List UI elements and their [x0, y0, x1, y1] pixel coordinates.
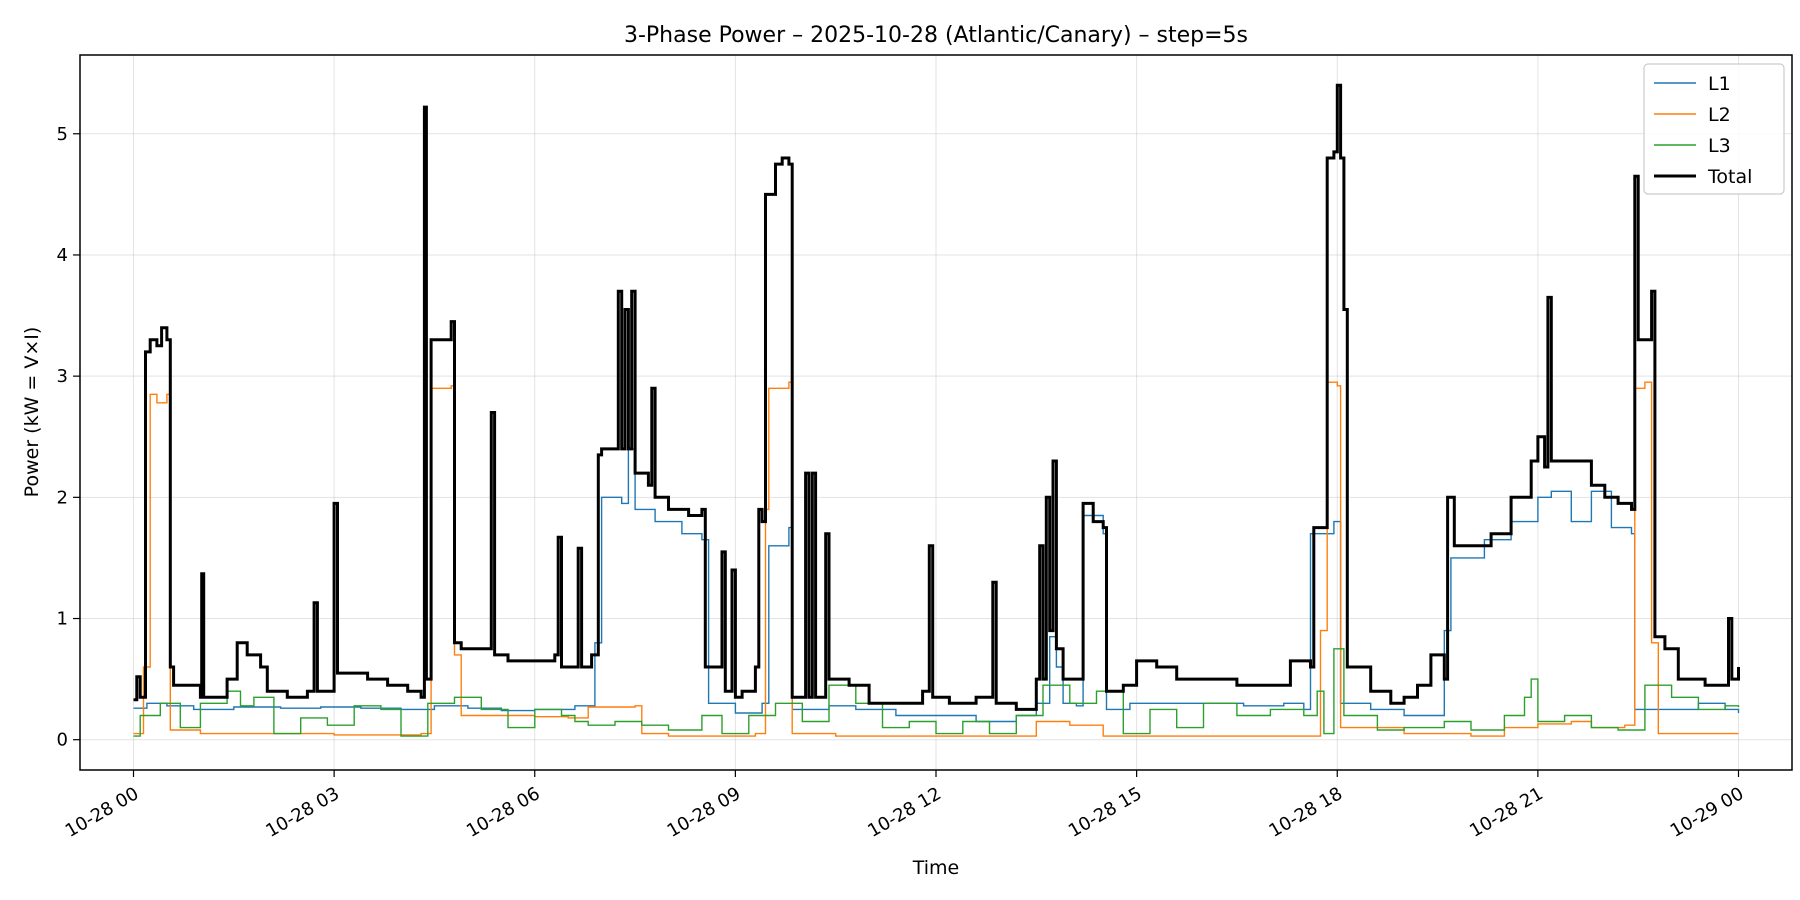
y-tick-label: 5	[57, 124, 68, 145]
legend-box	[1643, 63, 1785, 195]
chart-title: 3-Phase Power – 2025-10-28 (Atlantic/Can…	[624, 23, 1248, 48]
legend-label-l1: L1	[1708, 73, 1731, 95]
legend-label-l2: L2	[1708, 104, 1731, 126]
x-axis-label: Time	[912, 857, 960, 879]
y-axis-label: Power (kW = V×I)	[21, 327, 43, 498]
grid-layer	[80, 55, 1792, 770]
y-tick-label: 3	[57, 366, 68, 387]
y-tick-label: 1	[57, 609, 68, 630]
y-tick-label: 0	[57, 730, 68, 751]
y-tick-label: 2	[57, 487, 68, 508]
series-layer	[133, 83, 1740, 737]
legend: L1 L2 L3 Total	[1643, 63, 1785, 195]
legend-label-total: Total	[1707, 166, 1752, 188]
y-axis-ticks: 0 1 2 3 4 5	[57, 124, 80, 751]
y-tick-label: 4	[57, 245, 68, 266]
series-line-l3	[133, 648, 1740, 737]
series-line-l2	[133, 381, 1739, 737]
legend-label-l3: L3	[1708, 135, 1731, 157]
series-line-total	[133, 83, 1740, 711]
